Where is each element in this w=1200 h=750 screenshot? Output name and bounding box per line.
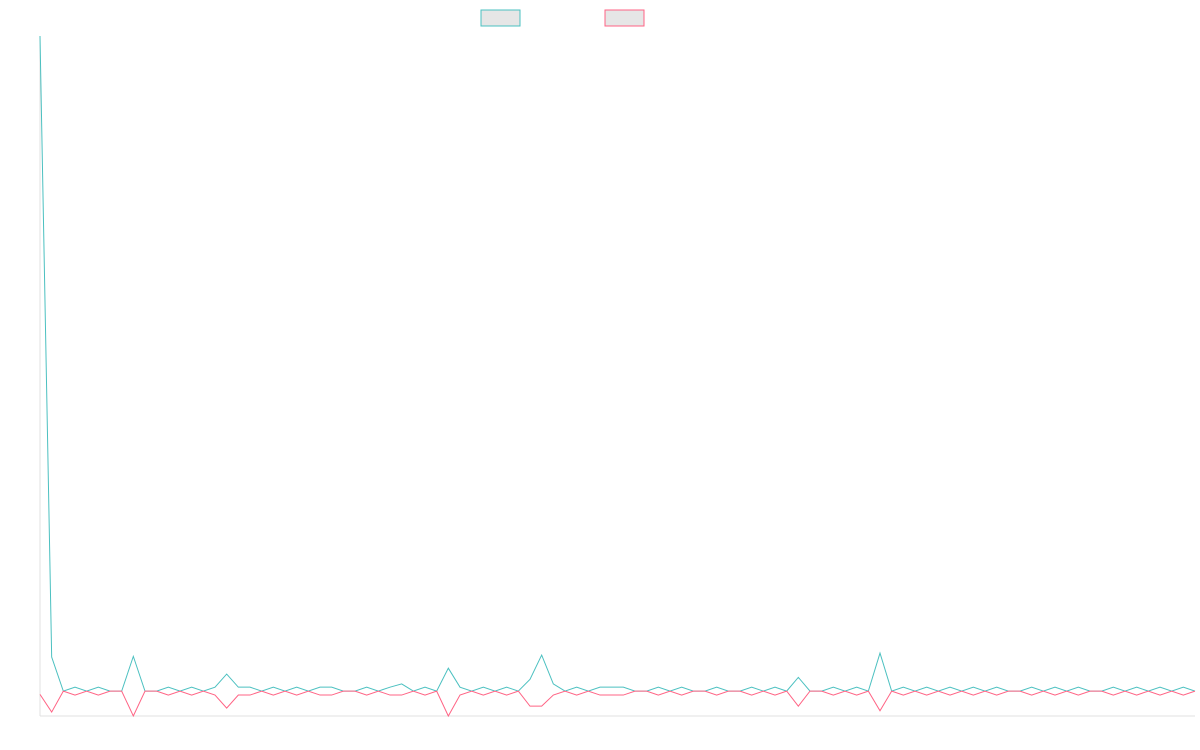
legend-swatch[interactable] (480, 9, 521, 27)
line-series (39, 35, 1196, 692)
line-series (39, 690, 1196, 718)
legend-swatch[interactable] (604, 9, 645, 27)
